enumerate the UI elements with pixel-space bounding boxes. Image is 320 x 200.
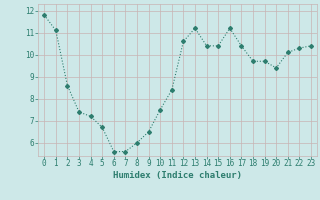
X-axis label: Humidex (Indice chaleur): Humidex (Indice chaleur): [113, 171, 242, 180]
